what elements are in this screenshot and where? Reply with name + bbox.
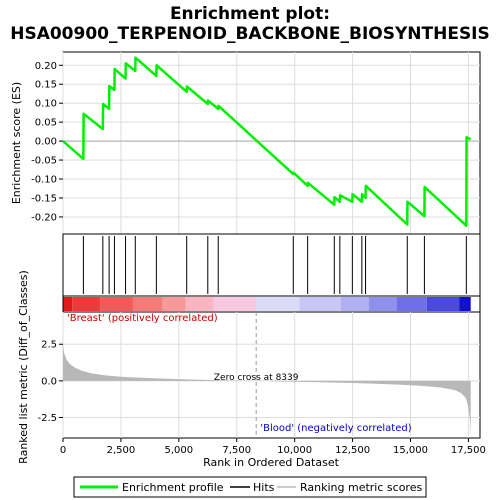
rank-color-bar [62, 295, 481, 313]
es-y-tick-label: -0.10 [31, 175, 57, 186]
x-tick-label: 10,000 [277, 445, 312, 456]
es-y-tick-label: 0.05 [35, 118, 57, 129]
metric-y-tick-label: 0.0 [41, 376, 57, 387]
metric-y-ticks: 2.5 0.0 -2.5 [37, 340, 63, 424]
x-tick-label: 0 [60, 445, 66, 456]
x-axis-label: Rank in Ordered Dataset [203, 456, 340, 469]
enrichment-profile-line [62, 56, 472, 227]
plot-title-line-1: Enrichment plot: [170, 4, 330, 24]
x-tick-label: 2,500 [107, 445, 136, 456]
color-bar-segment [396, 297, 427, 311]
legend-label-hits: Hits [253, 481, 275, 494]
hit-markers [82, 236, 467, 294]
color-bar-segment [459, 297, 471, 311]
enrichment-score-panel: 0.20 0.15 0.10 0.05 0.00 -0.05 -0.10 -0.15 -0.20… [10, 51, 481, 235]
legend: Enrichment profile Hits Ranking metric s… [73, 476, 427, 498]
metric-y-axis-label-line-1: Ranked list metric (Diff_of_Classes) [17, 270, 30, 464]
es-y-axis-label: Enrichment score (ES) [10, 82, 23, 204]
es-y-tick-label: -0.15 [31, 193, 57, 204]
rank-x-ticks: 0 2,500 5,000 7,500 10,000 12,500 15,000 17,500 [60, 438, 486, 456]
es-y-tick-label: 0.15 [35, 80, 57, 91]
positive-class-label: 'Breast' (positively correlated) [67, 313, 218, 324]
color-bar-segment [72, 297, 101, 311]
color-bar-segment [185, 297, 214, 311]
es-y-tick-label: 0.20 [35, 61, 57, 72]
color-bar-segment [426, 297, 460, 311]
color-bar-segment [256, 297, 300, 311]
metric-y-tick-label: -2.5 [37, 413, 57, 424]
zero-cross-annotation: Zero cross at 8339 [214, 373, 299, 383]
es-y-tick-label: 0.00 [35, 137, 57, 148]
legend-label-metric: Ranking metric scores [300, 481, 422, 494]
x-tick-label: 5,000 [165, 445, 194, 456]
legend-label-enrichment: Enrichment profile [122, 481, 224, 494]
x-tick-label: 7,500 [222, 445, 251, 456]
negative-class-label: 'Blood' (negatively correlated) [260, 423, 411, 434]
color-bar-segment [213, 297, 257, 311]
color-bar-segment [299, 297, 341, 311]
x-tick-label: 12,500 [335, 445, 370, 456]
color-bar-segment [132, 297, 163, 311]
color-bar-segment [63, 297, 73, 311]
ranked-metric-panel: Zero cross at 8339 'Breast' (positively … [17, 270, 486, 469]
x-tick-label: 15,000 [393, 445, 428, 456]
color-bar-segment [368, 297, 397, 311]
hits-panel [62, 233, 481, 297]
es-y-tick-label: 0.10 [35, 99, 57, 110]
color-bar-segments [63, 297, 471, 311]
es-gridlines [62, 52, 480, 234]
plot-title-line-2: HSA00900_TERPENOID_BACKBONE_BIOSYNTHESIS [10, 24, 490, 44]
x-tick-label: 17,500 [451, 445, 486, 456]
metric-y-tick-label: 2.5 [41, 340, 57, 351]
es-y-tick-label: -0.05 [31, 156, 57, 167]
es-y-tick-label: -0.20 [31, 212, 57, 223]
color-bar-segment [162, 297, 186, 311]
color-bar-segment [341, 297, 369, 311]
color-bar-segment [100, 297, 133, 311]
es-y-ticks: 0.20 0.15 0.10 0.05 0.00 -0.05 -0.10 -0.15 -0.20 [31, 61, 63, 223]
